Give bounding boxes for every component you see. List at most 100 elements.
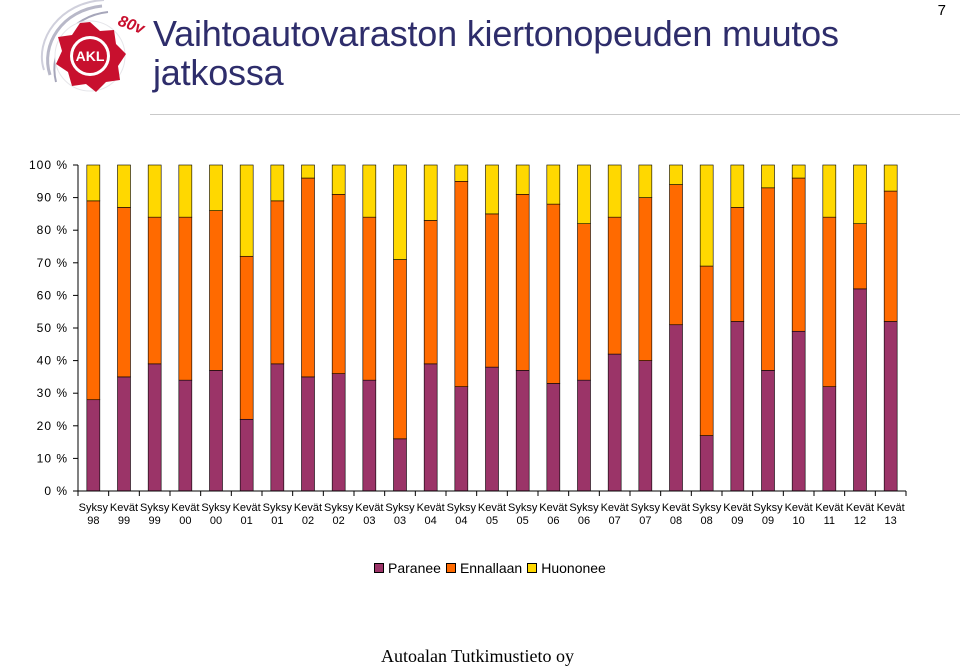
x-tick-label-year: 07 <box>639 515 651 527</box>
bar-segment-ennallaan <box>301 177 315 378</box>
bar-stack <box>393 164 407 492</box>
x-tick-label-season: Syksy <box>692 502 722 514</box>
bar-segment-ennallaan <box>393 259 407 440</box>
bar-segment-huononee <box>577 164 591 224</box>
bar-segment-ennallaan <box>86 200 101 401</box>
bar-segment-ennallaan <box>822 216 837 387</box>
bar-segment-ennallaan <box>515 194 530 371</box>
bar-segment-ennallaan <box>638 197 653 361</box>
bar-stack <box>239 164 254 492</box>
bar-stack <box>270 164 285 492</box>
x-tick-label-year: 08 <box>701 515 713 527</box>
x-tick-label-year: 12 <box>854 515 866 527</box>
bar-segment-ennallaan <box>362 216 377 381</box>
x-tick-label-season: Kevät <box>539 502 567 514</box>
x-tick-label-season: Kevät <box>478 502 506 514</box>
bar-segment-ennallaan <box>607 216 622 355</box>
bar-segment-huononee <box>301 164 315 179</box>
bar-segment-huononee <box>454 164 469 182</box>
bar-segment-ennallaan <box>699 265 714 436</box>
x-tick-label-year: 11 <box>824 515 835 527</box>
bar-segment-ennallaan <box>761 187 775 371</box>
x-tick-label-year: 04 <box>425 515 437 527</box>
bar-segment-paranee <box>546 383 561 492</box>
bar-segment-ennallaan <box>485 213 499 368</box>
bar-stack <box>331 164 346 492</box>
bar-segment-paranee <box>178 379 193 492</box>
bar-segment-paranee <box>301 376 315 492</box>
bar-segment-paranee <box>791 330 806 492</box>
x-tick-label-year: 98 <box>87 515 99 527</box>
legend-item-huononee: Huononee <box>527 560 606 576</box>
x-tick-label-season: Kevät <box>662 502 690 514</box>
x-tick-label-year: 02 <box>333 515 345 527</box>
y-tick-label: 60 % <box>37 288 68 302</box>
bar-segment-paranee <box>393 438 407 492</box>
bar-segment-ennallaan <box>853 223 867 290</box>
bar-segment-huononee <box>239 164 254 257</box>
bar-stack <box>853 164 867 492</box>
bar-segment-huononee <box>822 164 837 218</box>
bar-segment-paranee <box>331 373 346 492</box>
x-tick-label-season: Syksy <box>140 502 170 514</box>
footer-text: Autoalan Tutkimustieto oy <box>381 646 575 666</box>
bar-segment-paranee <box>730 321 745 492</box>
bar-stack <box>178 164 193 492</box>
bar-segment-ennallaan <box>331 194 346 374</box>
x-tick-label-season: Kevät <box>355 502 383 514</box>
legend-label-huononee: Huononee <box>541 560 606 576</box>
x-tick-label-season: Kevät <box>601 502 629 514</box>
x-tick-label-year: 03 <box>363 515 375 527</box>
akl-logo: AKL 80v <box>32 0 150 110</box>
bar-segment-paranee <box>86 399 101 492</box>
bar-segment-paranee <box>515 370 530 492</box>
title-divider <box>150 114 960 115</box>
x-tick-label-year: 13 <box>885 515 897 527</box>
x-tick-label-year: 06 <box>578 515 590 527</box>
x-tick-label-season: Kevät <box>171 502 199 514</box>
bar-stack <box>669 164 683 492</box>
bar-stack <box>147 164 162 492</box>
x-tick-label-season: Kevät <box>110 502 138 514</box>
bar-segment-huononee <box>331 164 346 195</box>
y-tick-label: 10 % <box>37 451 68 465</box>
bar-segment-paranee <box>638 360 653 492</box>
x-tick-label-season: Syksy <box>201 502 231 514</box>
bar-stack <box>730 164 745 492</box>
bar-segment-paranee <box>147 363 162 492</box>
bar-segment-ennallaan <box>546 203 561 384</box>
bar-stack <box>301 164 315 492</box>
bar-stack <box>607 164 622 492</box>
bar-segment-huononee <box>883 164 898 192</box>
x-tick-label-year: 99 <box>118 515 130 527</box>
bar-segment-huononee <box>730 164 745 208</box>
bar-segment-paranee <box>699 435 714 492</box>
bar-stack <box>761 164 775 492</box>
legend-label-ennallaan: Ennallaan <box>459 560 523 576</box>
bar-segment-huononee <box>86 164 101 202</box>
bar-segment-paranee <box>853 288 867 492</box>
legend-swatch-ennallaan <box>445 563 456 573</box>
legend-swatch-huononee <box>527 563 538 573</box>
x-tick-label-year: 09 <box>731 515 743 527</box>
legend-swatch-paranee <box>374 563 384 573</box>
y-tick-label: 0 % <box>44 484 68 498</box>
bar-segment-huononee <box>761 164 775 189</box>
x-tick-label-season: Kevät <box>785 502 813 514</box>
x-tick-label-season: Syksy <box>569 502 599 514</box>
x-tick-label-season: Syksy <box>631 502 661 514</box>
bar-segment-ennallaan <box>423 220 438 365</box>
bar-segment-huononee <box>791 164 806 179</box>
y-tick-label: 40 % <box>37 354 68 368</box>
bar-segment-huononee <box>853 164 867 224</box>
y-axis: 0 % 10 % 20 % 30 % 40 % 50 % 60 % 70 % 80 % 90 % 1… <box>29 158 79 498</box>
x-tick-label-year: 02 <box>302 515 314 527</box>
bar-segment-ennallaan <box>239 255 254 420</box>
bar-segment-huononee <box>117 164 131 208</box>
chart-legend: Paranee Ennallaan Huononee <box>374 560 611 576</box>
bar-stack <box>577 164 591 492</box>
bar-segment-huononee <box>423 164 438 221</box>
bar-segment-ennallaan <box>147 216 162 365</box>
bar-segment-ennallaan <box>730 207 745 322</box>
